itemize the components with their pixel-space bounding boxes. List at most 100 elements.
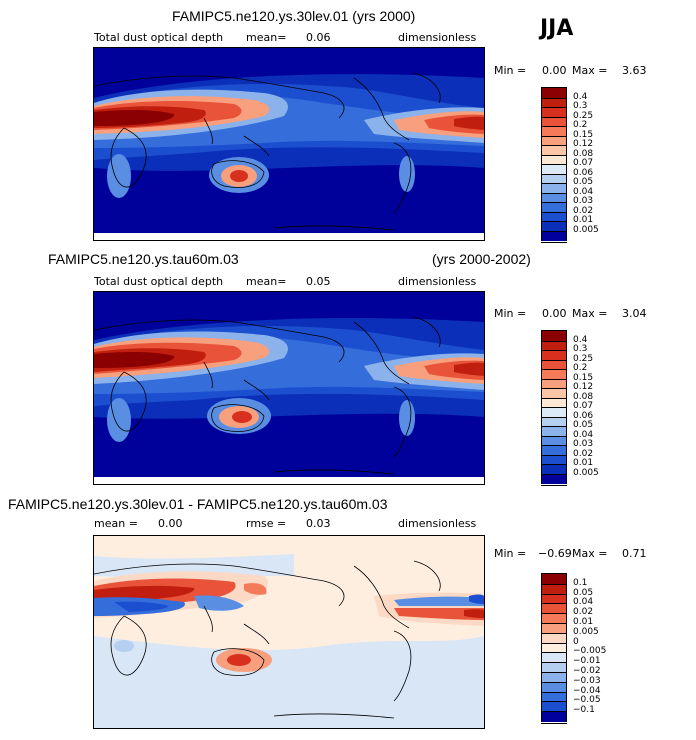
colorbar-swatch [541, 350, 567, 361]
colorbar-swatch [541, 116, 567, 127]
panel1-mean-value: 0.06 [306, 31, 331, 44]
colorbar-swatch [541, 378, 567, 389]
colorbar-tick-label: 0.4 [573, 334, 588, 345]
colorbar-swatch [541, 173, 567, 184]
panel3-map [93, 535, 485, 729]
panel2-map [93, 291, 485, 485]
colorbar-tick-label: 0.01 [573, 617, 594, 627]
panel3-rmse-value: 0.03 [306, 517, 331, 530]
colorbar-tick-label: −0.02 [573, 666, 601, 676]
colorbar-tick-label: 0.04 [573, 186, 594, 197]
colorbar-tick-label: 0.01 [573, 215, 594, 225]
panel1-min-label: Min = [494, 64, 527, 77]
season-label: JJA [540, 16, 574, 41]
colorbar-tick-label: 0.04 [573, 597, 594, 608]
colorbar-swatch [541, 145, 567, 156]
colorbar-tick-label: −0.05 [573, 695, 601, 706]
panel3-max-label: Max = [572, 547, 608, 560]
colorbar-tick-label: 0 [573, 636, 579, 647]
panel3-rmse-label: rmse = [246, 517, 287, 530]
colorbar-swatch [541, 454, 567, 465]
colorbar-tick-label: −0.005 [573, 646, 607, 657]
colorbar-tick-label: 0.07 [573, 158, 594, 168]
colorbar-swatch [541, 603, 567, 615]
panel3-min-label: Min = [494, 547, 527, 560]
colorbar-tick-label: 0.06 [573, 167, 594, 178]
colorbar-swatch [541, 126, 567, 137]
colorbar-swatch [541, 388, 567, 399]
colorbar-tick-label: 0.12 [573, 139, 594, 149]
colorbar-swatch [541, 369, 567, 380]
panel1-map [93, 47, 485, 241]
colorbar-swatch [541, 211, 567, 222]
colorbar-swatch [541, 331, 567, 341]
panel2-colorbar: 0.4 0.3 0.25 0.2 0.15 0.12 0.08 0.07 0.06 0.05 0.0… [541, 330, 599, 486]
colorbar-swatch [541, 107, 567, 118]
colorbar-swatch [541, 473, 567, 484]
colorbar-tick-label: 0.005 [573, 626, 599, 637]
colorbar-tick-label: 0.05 [573, 420, 594, 430]
colorbar-tick-label: 0.12 [573, 382, 594, 392]
colorbar-tick-label: −0.03 [573, 675, 601, 686]
colorbar-swatch [541, 154, 567, 165]
panel1-variable: Total dust optical depth [94, 31, 224, 44]
colorbar-swatch [541, 583, 567, 595]
colorbar-tick-label: 0.08 [573, 391, 594, 402]
colorbar-tick-label: 0.05 [573, 587, 594, 598]
colorbar-tick-label: 0.4 [573, 91, 588, 102]
colorbar-swatch [541, 642, 567, 654]
colorbar-swatch [541, 711, 567, 722]
colorbar-swatch [541, 623, 567, 634]
colorbar-swatch [541, 340, 567, 351]
panel1-units: dimensionless [398, 31, 477, 44]
panel2-title: FAMIPC5.ne120.ys.tau60m.03 [48, 251, 239, 267]
colorbar-tick-label: 0.25 [573, 110, 594, 121]
colorbar-swatch [541, 221, 567, 232]
colorbar-swatch [541, 701, 567, 713]
colorbar-tick-label: −0.1 [573, 705, 595, 716]
colorbar-tick-label: 0.05 [573, 177, 594, 187]
colorbar-swatch [541, 574, 567, 584]
colorbar-swatch [541, 652, 567, 664]
colorbar-tick-label: 0.07 [573, 401, 594, 411]
panel1-colorbar: 0.4 0.3 0.25 0.2 0.15 0.12 0.08 0.07 0.06 0.05 0.0… [541, 87, 599, 243]
panel2-variable: Total dust optical depth [94, 275, 224, 288]
colorbar-tick-label: 0.02 [573, 205, 594, 216]
colorbar-swatch [541, 445, 567, 456]
panel1-min-value: 0.00 [542, 64, 567, 77]
panel2-mean-label: mean= [246, 275, 287, 288]
colorbar-swatch [541, 435, 567, 446]
colorbar-tick-label: 0.03 [573, 196, 594, 206]
panel2-min-value: 0.00 [542, 307, 567, 320]
panel3-colorbar: 0.1 0.05 0.04 0.02 0.01 0.005 0 −0.005 −0.01 −0.0… [541, 573, 606, 724]
panel2-max-label: Max = [572, 307, 608, 320]
colorbar-tick-label: 0.2 [573, 120, 588, 130]
colorbar-swatch [541, 97, 567, 108]
colorbar-tick-label: 0.08 [573, 148, 594, 159]
colorbar-swatch [541, 359, 567, 370]
colorbar-swatch [541, 632, 567, 644]
colorbar-tick-label: 0.02 [573, 607, 594, 618]
colorbar-swatch [541, 183, 567, 194]
colorbar-tick-label: 0.3 [573, 101, 588, 111]
colorbar-swatch [541, 672, 567, 683]
colorbar-swatch [541, 691, 567, 703]
colorbar-tick-label: 0.04 [573, 429, 594, 440]
colorbar-swatch [541, 88, 567, 98]
panel3-min-value: −0.69 [538, 547, 572, 560]
panel1-title: FAMIPC5.ne120.ys.30lev.01 (yrs 2000) [172, 8, 416, 24]
panel2-min-label: Min = [494, 307, 527, 320]
panel1-max-value: 3.63 [622, 64, 647, 77]
colorbar-tick-label: 0.03 [573, 439, 594, 449]
colorbar-tick-label: 0.005 [573, 467, 599, 478]
panel2-units: dimensionless [398, 275, 477, 288]
colorbar-tick-label: 0.2 [573, 363, 588, 373]
colorbar-swatch [541, 426, 567, 437]
panel3-mean-label: mean = [94, 517, 138, 530]
panel3-mean-value: 0.00 [158, 517, 183, 530]
colorbar-swatch [541, 416, 567, 427]
colorbar-tick-label: 0.15 [573, 129, 594, 140]
colorbar-swatch [541, 464, 567, 475]
colorbar-tick-label: −0.04 [573, 685, 601, 696]
colorbar-swatch [541, 662, 567, 673]
